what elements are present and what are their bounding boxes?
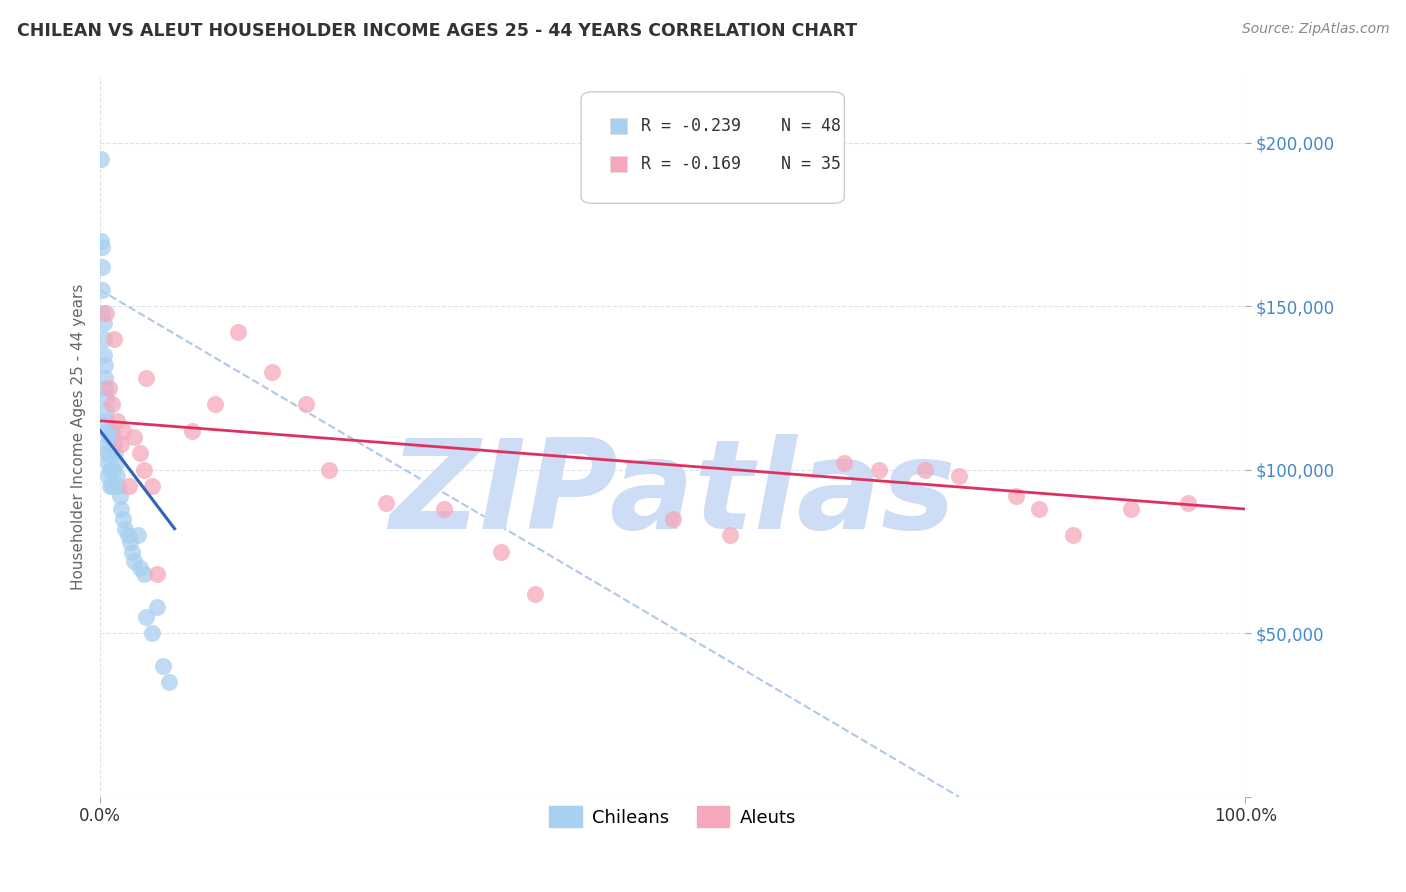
Point bbox=[100, 479, 122, 493]
Point bbox=[661, 512, 683, 526]
Point bbox=[110, 502, 132, 516]
Point bbox=[91, 283, 114, 297]
Text: Source: ZipAtlas.com: Source: ZipAtlas.com bbox=[1241, 22, 1389, 37]
Text: R = -0.169    N = 35: R = -0.169 N = 35 bbox=[641, 154, 841, 173]
Point bbox=[93, 358, 115, 372]
Point bbox=[135, 371, 157, 385]
Point bbox=[118, 479, 141, 493]
Point bbox=[96, 436, 118, 450]
Point bbox=[135, 610, 157, 624]
Point bbox=[141, 626, 163, 640]
Point bbox=[100, 463, 122, 477]
Point bbox=[110, 436, 132, 450]
Point bbox=[1062, 528, 1084, 542]
Point bbox=[948, 469, 970, 483]
Point bbox=[105, 414, 128, 428]
Point bbox=[132, 463, 155, 477]
Point bbox=[98, 381, 121, 395]
Point bbox=[104, 446, 127, 460]
Point bbox=[180, 424, 202, 438]
Point bbox=[295, 397, 318, 411]
Point bbox=[204, 397, 226, 411]
Point bbox=[98, 446, 121, 460]
Point bbox=[433, 502, 456, 516]
Point bbox=[260, 365, 283, 379]
Point bbox=[90, 234, 112, 248]
Point bbox=[1177, 495, 1199, 509]
Y-axis label: Householder Income Ages 25 - 44 years: Householder Income Ages 25 - 44 years bbox=[72, 284, 86, 591]
Text: R = -0.239    N = 48: R = -0.239 N = 48 bbox=[641, 118, 841, 136]
Point bbox=[141, 479, 163, 493]
Point bbox=[124, 554, 146, 568]
Point bbox=[97, 456, 120, 470]
Point bbox=[94, 414, 117, 428]
Point bbox=[107, 479, 129, 493]
Point bbox=[94, 404, 117, 418]
Point bbox=[94, 391, 117, 405]
Point bbox=[1028, 502, 1050, 516]
Point bbox=[100, 424, 122, 438]
Point bbox=[117, 528, 139, 542]
Point bbox=[91, 306, 114, 320]
FancyBboxPatch shape bbox=[610, 119, 627, 135]
Point bbox=[834, 456, 856, 470]
Point bbox=[100, 479, 122, 493]
Point bbox=[108, 489, 131, 503]
Point bbox=[121, 544, 143, 558]
FancyBboxPatch shape bbox=[610, 156, 627, 171]
Point bbox=[93, 332, 115, 346]
Point bbox=[157, 675, 180, 690]
Point bbox=[91, 240, 114, 254]
Point bbox=[1119, 502, 1142, 516]
Point bbox=[146, 567, 169, 582]
Point bbox=[112, 512, 135, 526]
Point bbox=[124, 430, 146, 444]
Point bbox=[375, 495, 398, 509]
Point bbox=[868, 463, 890, 477]
Point bbox=[105, 469, 128, 483]
Point bbox=[100, 397, 122, 411]
Point bbox=[1005, 489, 1028, 503]
Point bbox=[118, 534, 141, 549]
Point bbox=[94, 306, 117, 320]
Point bbox=[93, 371, 115, 385]
Legend: Chileans, Aleuts: Chileans, Aleuts bbox=[541, 799, 803, 835]
Point bbox=[489, 544, 512, 558]
Point bbox=[93, 381, 115, 395]
Point bbox=[127, 528, 149, 542]
Point bbox=[318, 463, 340, 477]
Point bbox=[114, 522, 136, 536]
Point bbox=[103, 332, 125, 346]
FancyBboxPatch shape bbox=[581, 92, 845, 203]
Point bbox=[91, 260, 114, 274]
Point bbox=[226, 326, 249, 340]
Point bbox=[524, 587, 547, 601]
Point bbox=[101, 463, 124, 477]
Point bbox=[97, 469, 120, 483]
Point bbox=[112, 424, 135, 438]
Point bbox=[718, 528, 741, 542]
Point bbox=[93, 316, 115, 330]
Point bbox=[105, 456, 128, 470]
Point bbox=[129, 446, 152, 460]
Point bbox=[914, 463, 936, 477]
Point bbox=[96, 424, 118, 438]
Point bbox=[98, 430, 121, 444]
Point bbox=[129, 561, 152, 575]
Point bbox=[96, 446, 118, 460]
Text: ZIPatlas: ZIPatlas bbox=[389, 434, 956, 555]
Text: CHILEAN VS ALEUT HOUSEHOLDER INCOME AGES 25 - 44 YEARS CORRELATION CHART: CHILEAN VS ALEUT HOUSEHOLDER INCOME AGES… bbox=[17, 22, 858, 40]
Point bbox=[90, 152, 112, 166]
Point bbox=[93, 348, 115, 362]
Point bbox=[103, 436, 125, 450]
Point bbox=[146, 600, 169, 615]
Point bbox=[152, 659, 174, 673]
Point bbox=[132, 567, 155, 582]
